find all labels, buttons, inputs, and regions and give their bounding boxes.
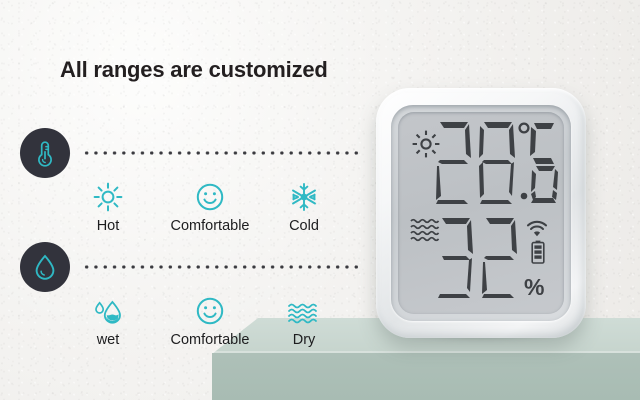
humidity-items: wet Comfortable [20, 296, 340, 356]
range-item-cold: Cold [268, 182, 340, 234]
snowflake-icon [268, 182, 340, 212]
water-drop-icon [35, 254, 55, 280]
range-item-dry: Dry [268, 296, 340, 348]
lcd-screen: % [398, 112, 564, 314]
lcd-waves-icon [408, 216, 444, 249]
sun-icon [76, 182, 140, 212]
range-item-comfortable-temp: Comfortable [146, 182, 274, 234]
range-item-comfortable-humid: Comfortable [146, 296, 274, 348]
waves-icon [268, 296, 340, 326]
smiley-icon [146, 182, 274, 212]
range-item-label: Comfortable [170, 332, 250, 348]
dotted-divider-temperature [82, 151, 359, 155]
pedestal-front-face [212, 353, 640, 400]
dotted-divider-humidity [82, 265, 359, 269]
range-item-hot: Hot [76, 182, 140, 234]
range-item-label: Dry [292, 332, 316, 348]
pedestal-edge-highlight [212, 351, 640, 354]
thermometer-icon [38, 141, 52, 167]
thermometer-badge [20, 128, 70, 178]
thermo-hygrometer-device: % [376, 88, 586, 342]
page-title: All ranges are customized [60, 57, 328, 82]
temperature-items: Hot Comfortable [20, 182, 340, 242]
lcd-wifi-icon [526, 220, 548, 242]
lcd-battery-icon [531, 240, 545, 269]
water-drop-badge [20, 242, 70, 292]
range-item-label: Comfortable [170, 218, 250, 234]
lcd-humidity-unit: % [524, 274, 545, 300]
droplets-icon [76, 296, 140, 326]
lcd-temperature-value [436, 122, 515, 204]
lcd-temperature-unit [518, 122, 558, 203]
range-item-label: wet [96, 332, 120, 348]
range-item-label: Cold [289, 218, 319, 234]
pedestal [212, 318, 640, 400]
range-item-label: Hot [96, 218, 120, 234]
range-item-wet: wet [76, 296, 140, 348]
smiley-icon [146, 296, 274, 326]
lcd-sun-icon [410, 128, 442, 165]
lcd-humidity-value [438, 218, 517, 298]
